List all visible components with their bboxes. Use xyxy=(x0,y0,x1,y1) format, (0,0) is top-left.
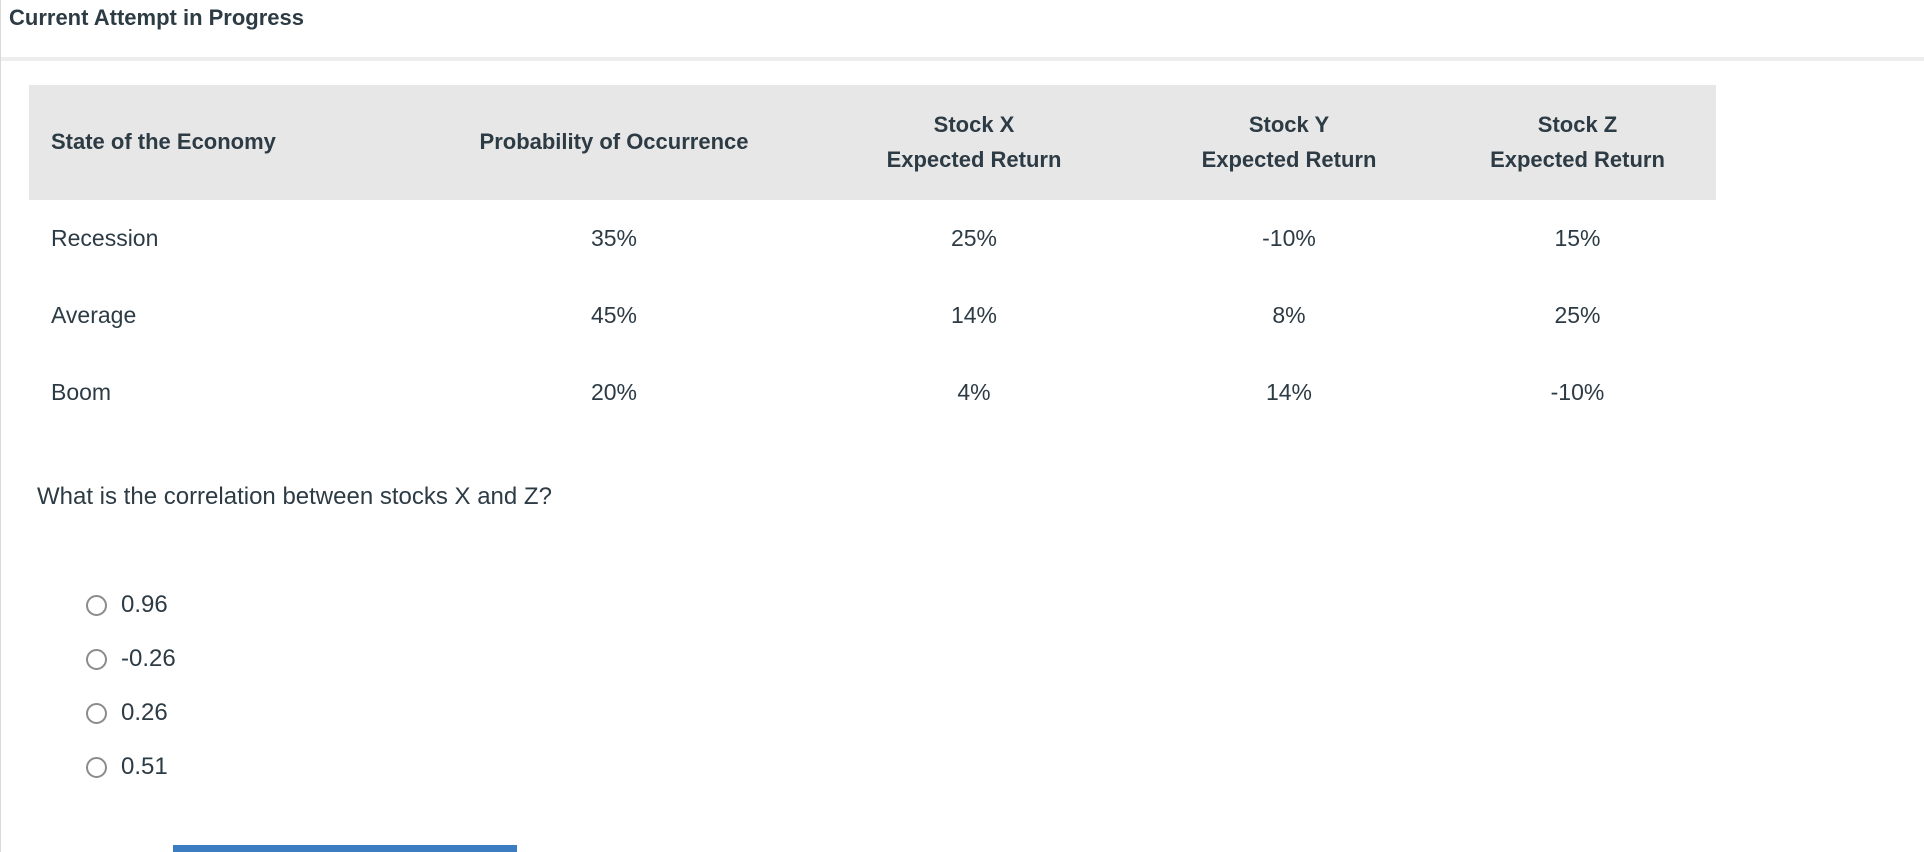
table-row-recession: Recession 35% 25% -10% 15% xyxy=(29,200,1716,277)
page-title: Current Attempt in Progress xyxy=(9,5,305,30)
cell-state: Average xyxy=(51,302,137,328)
header-divider xyxy=(1,57,1924,61)
cropped-bottom-button-top[interactable] xyxy=(173,845,517,852)
radio-option-label[interactable]: 0.26 xyxy=(121,699,168,726)
col-header-stock-y-line1: Stock Y xyxy=(1248,112,1330,138)
radio-button[interactable] xyxy=(86,648,107,670)
col-header-stock-z-line1: Stock Z xyxy=(1537,112,1618,138)
col-header-stock-z: Stock Z Expected Return xyxy=(1439,85,1716,200)
cell-stock-x: 4% xyxy=(957,379,991,405)
question-text: What is the correlation between stocks X… xyxy=(37,483,552,510)
cell-stock-z: -10% xyxy=(1550,379,1605,405)
cell-stock-y: -10% xyxy=(1262,225,1316,251)
cell-probability: 45% xyxy=(590,302,638,328)
col-header-probability: Probability of Occurrence xyxy=(419,85,809,200)
radio-button[interactable] xyxy=(86,756,107,778)
cell-state: Boom xyxy=(51,379,112,405)
cell-stock-z: 15% xyxy=(1554,225,1601,251)
cell-stock-x: 14% xyxy=(950,302,998,328)
col-header-stock-x: Stock X Expected Return xyxy=(809,85,1139,200)
answer-option-2[interactable]: -0.26 xyxy=(86,632,176,686)
answer-option-3[interactable]: 0.26 xyxy=(86,686,176,740)
radio-option-label[interactable]: 0.96 xyxy=(121,591,168,618)
economy-returns-table: State of the Economy Probability of Occu… xyxy=(29,85,1716,431)
cell-stock-y: 14% xyxy=(1265,379,1313,405)
radio-option-label[interactable]: -0.26 xyxy=(121,645,176,672)
cell-state: Recession xyxy=(51,225,159,251)
cell-stock-z: 25% xyxy=(1554,302,1601,328)
answer-option-4[interactable]: 0.51 xyxy=(86,740,176,794)
cell-stock-y: 8% xyxy=(1272,302,1306,328)
answer-option-1[interactable]: 0.96 xyxy=(86,578,176,632)
col-header-state-of-economy: State of the Economy xyxy=(29,85,419,200)
col-header-stock-y-line2: Expected Return xyxy=(1201,146,1377,172)
table-header-row: State of the Economy Probability of Occu… xyxy=(29,85,1716,200)
radio-button[interactable] xyxy=(86,702,107,724)
radio-option-label[interactable]: 0.51 xyxy=(121,753,168,780)
col-header-stock-z-line2: Expected Return xyxy=(1490,146,1665,172)
cell-probability: 20% xyxy=(590,379,638,405)
table-row-average: Average 45% 14% 8% 25% xyxy=(29,277,1716,354)
radio-button[interactable] xyxy=(86,594,107,616)
col-header-stock-x-line1: Stock X xyxy=(933,112,1015,138)
col-header-stock-y: Stock Y Expected Return xyxy=(1139,85,1439,200)
answer-options-group: 0.96 -0.26 0.26 0.51 xyxy=(86,578,176,794)
col-header-stock-x-line2: Expected Return xyxy=(886,146,1062,172)
cell-stock-x: 25% xyxy=(950,225,998,251)
table-row-boom: Boom 20% 4% 14% -10% xyxy=(29,354,1716,431)
cell-probability: 35% xyxy=(590,225,638,251)
